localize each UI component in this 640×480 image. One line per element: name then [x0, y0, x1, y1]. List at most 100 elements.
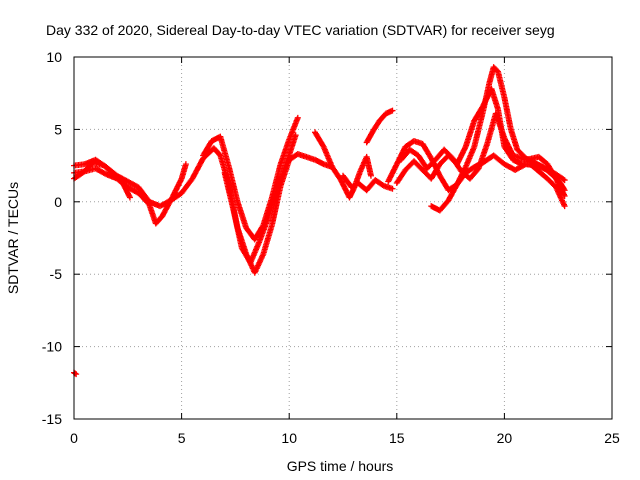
data-point-run: [136, 191, 152, 207]
data-point-run: [265, 190, 279, 221]
data-point-run: [72, 370, 79, 377]
data-point-run: [437, 198, 451, 213]
x-tick-label: 15: [389, 430, 405, 446]
grid-lines: [74, 57, 612, 419]
data-point: [292, 132, 299, 139]
data-point: [126, 194, 133, 201]
series-track-8: [363, 107, 396, 146]
series-track-3: [71, 159, 133, 201]
data-point: [428, 155, 435, 162]
data-point-run: [252, 252, 266, 275]
data-point-run: [364, 129, 376, 145]
data-point-run: [508, 127, 520, 152]
data-point-run: [425, 157, 438, 171]
data-point-run: [200, 139, 214, 158]
x-tick-label: 10: [281, 430, 297, 446]
x-tick-label: 25: [604, 430, 620, 446]
data-point-run: [230, 207, 245, 250]
x-axis-label: GPS time / hours: [287, 458, 394, 474]
data-point-run: [153, 214, 165, 226]
data-point-run: [467, 166, 481, 181]
data-point-run: [364, 155, 374, 178]
data-point-run: [501, 96, 514, 131]
chart-title: Day 332 of 2020, Sidereal Day-to-day VTE…: [46, 22, 555, 38]
data-point-run: [407, 147, 421, 158]
data-point-run: [126, 185, 141, 196]
data-point-run: [545, 176, 558, 190]
data-point: [169, 193, 176, 200]
data-point-run: [126, 179, 141, 190]
data-point: [294, 114, 301, 121]
data-point-run: [536, 154, 550, 167]
data-point-run: [370, 118, 382, 133]
data-point: [182, 161, 189, 168]
data-point: [367, 172, 374, 179]
data-point: [385, 178, 392, 185]
data-point-run: [488, 87, 501, 111]
data-point-run: [491, 153, 507, 167]
data-point-run: [502, 136, 516, 158]
data-point: [393, 161, 400, 168]
data-point-run: [437, 174, 451, 192]
data-point-run: [486, 65, 497, 85]
data-point-run: [463, 145, 477, 169]
data-point: [553, 175, 560, 182]
y-tick-label: -10: [42, 339, 62, 355]
data-point-run: [235, 200, 249, 230]
data-point: [389, 185, 396, 192]
data-point: [389, 107, 396, 114]
data-point-run: [221, 171, 236, 211]
series-track-6: [312, 129, 374, 201]
x-tick-label: 0: [70, 430, 78, 446]
data-point: [337, 177, 344, 184]
data-point-run: [321, 145, 335, 169]
data-point-run: [472, 104, 486, 123]
data-point-run: [260, 223, 275, 256]
y-axis-label: SDTVAR / TECUs: [5, 182, 21, 294]
data-point: [561, 177, 568, 184]
data-point-run: [554, 172, 567, 183]
data-point-run: [93, 166, 108, 177]
x-tick-label: 20: [497, 430, 513, 446]
data-point-run: [536, 169, 550, 181]
data-point-run: [256, 217, 271, 244]
data-point-run: [385, 162, 400, 184]
data-point-run: [442, 147, 455, 161]
data-point-run: [553, 176, 567, 198]
y-tick-label: 0: [54, 194, 62, 210]
tick-labels: 0 5 10 15 20 25 -15 -10 -5 0 5 10: [42, 49, 620, 446]
series-track-7: [340, 172, 396, 194]
data-point-run: [491, 65, 500, 74]
data-point-run: [312, 130, 326, 149]
data-point-run: [170, 176, 184, 198]
series-track-12: [398, 110, 568, 200]
data-point-run: [377, 111, 389, 123]
data-point-run: [446, 182, 460, 203]
data-point-run: [273, 159, 290, 194]
data-point-run: [463, 164, 477, 176]
data-point-run: [429, 162, 443, 181]
y-tick-label: -15: [42, 411, 62, 427]
data-points: [71, 64, 568, 378]
data-point-run: [553, 185, 567, 208]
data-point-run: [146, 203, 159, 226]
data-point-run: [330, 165, 343, 182]
data-point-run: [286, 116, 301, 142]
data-point-run: [471, 110, 486, 149]
data-point-run: [450, 156, 464, 174]
data-point-run: [463, 119, 477, 149]
data-point-run: [72, 170, 85, 181]
data-point-run: [394, 168, 408, 185]
y-tick-label: 10: [46, 49, 62, 65]
series-track-5: [221, 132, 299, 266]
data-point-run: [493, 111, 507, 140]
data-point-run: [102, 163, 117, 178]
data-point-run: [495, 70, 508, 100]
data-point: [479, 103, 486, 110]
x-tick-label: 5: [178, 430, 186, 446]
data-point: [561, 203, 568, 210]
data-point-run: [248, 240, 262, 265]
data-point: [501, 135, 508, 142]
